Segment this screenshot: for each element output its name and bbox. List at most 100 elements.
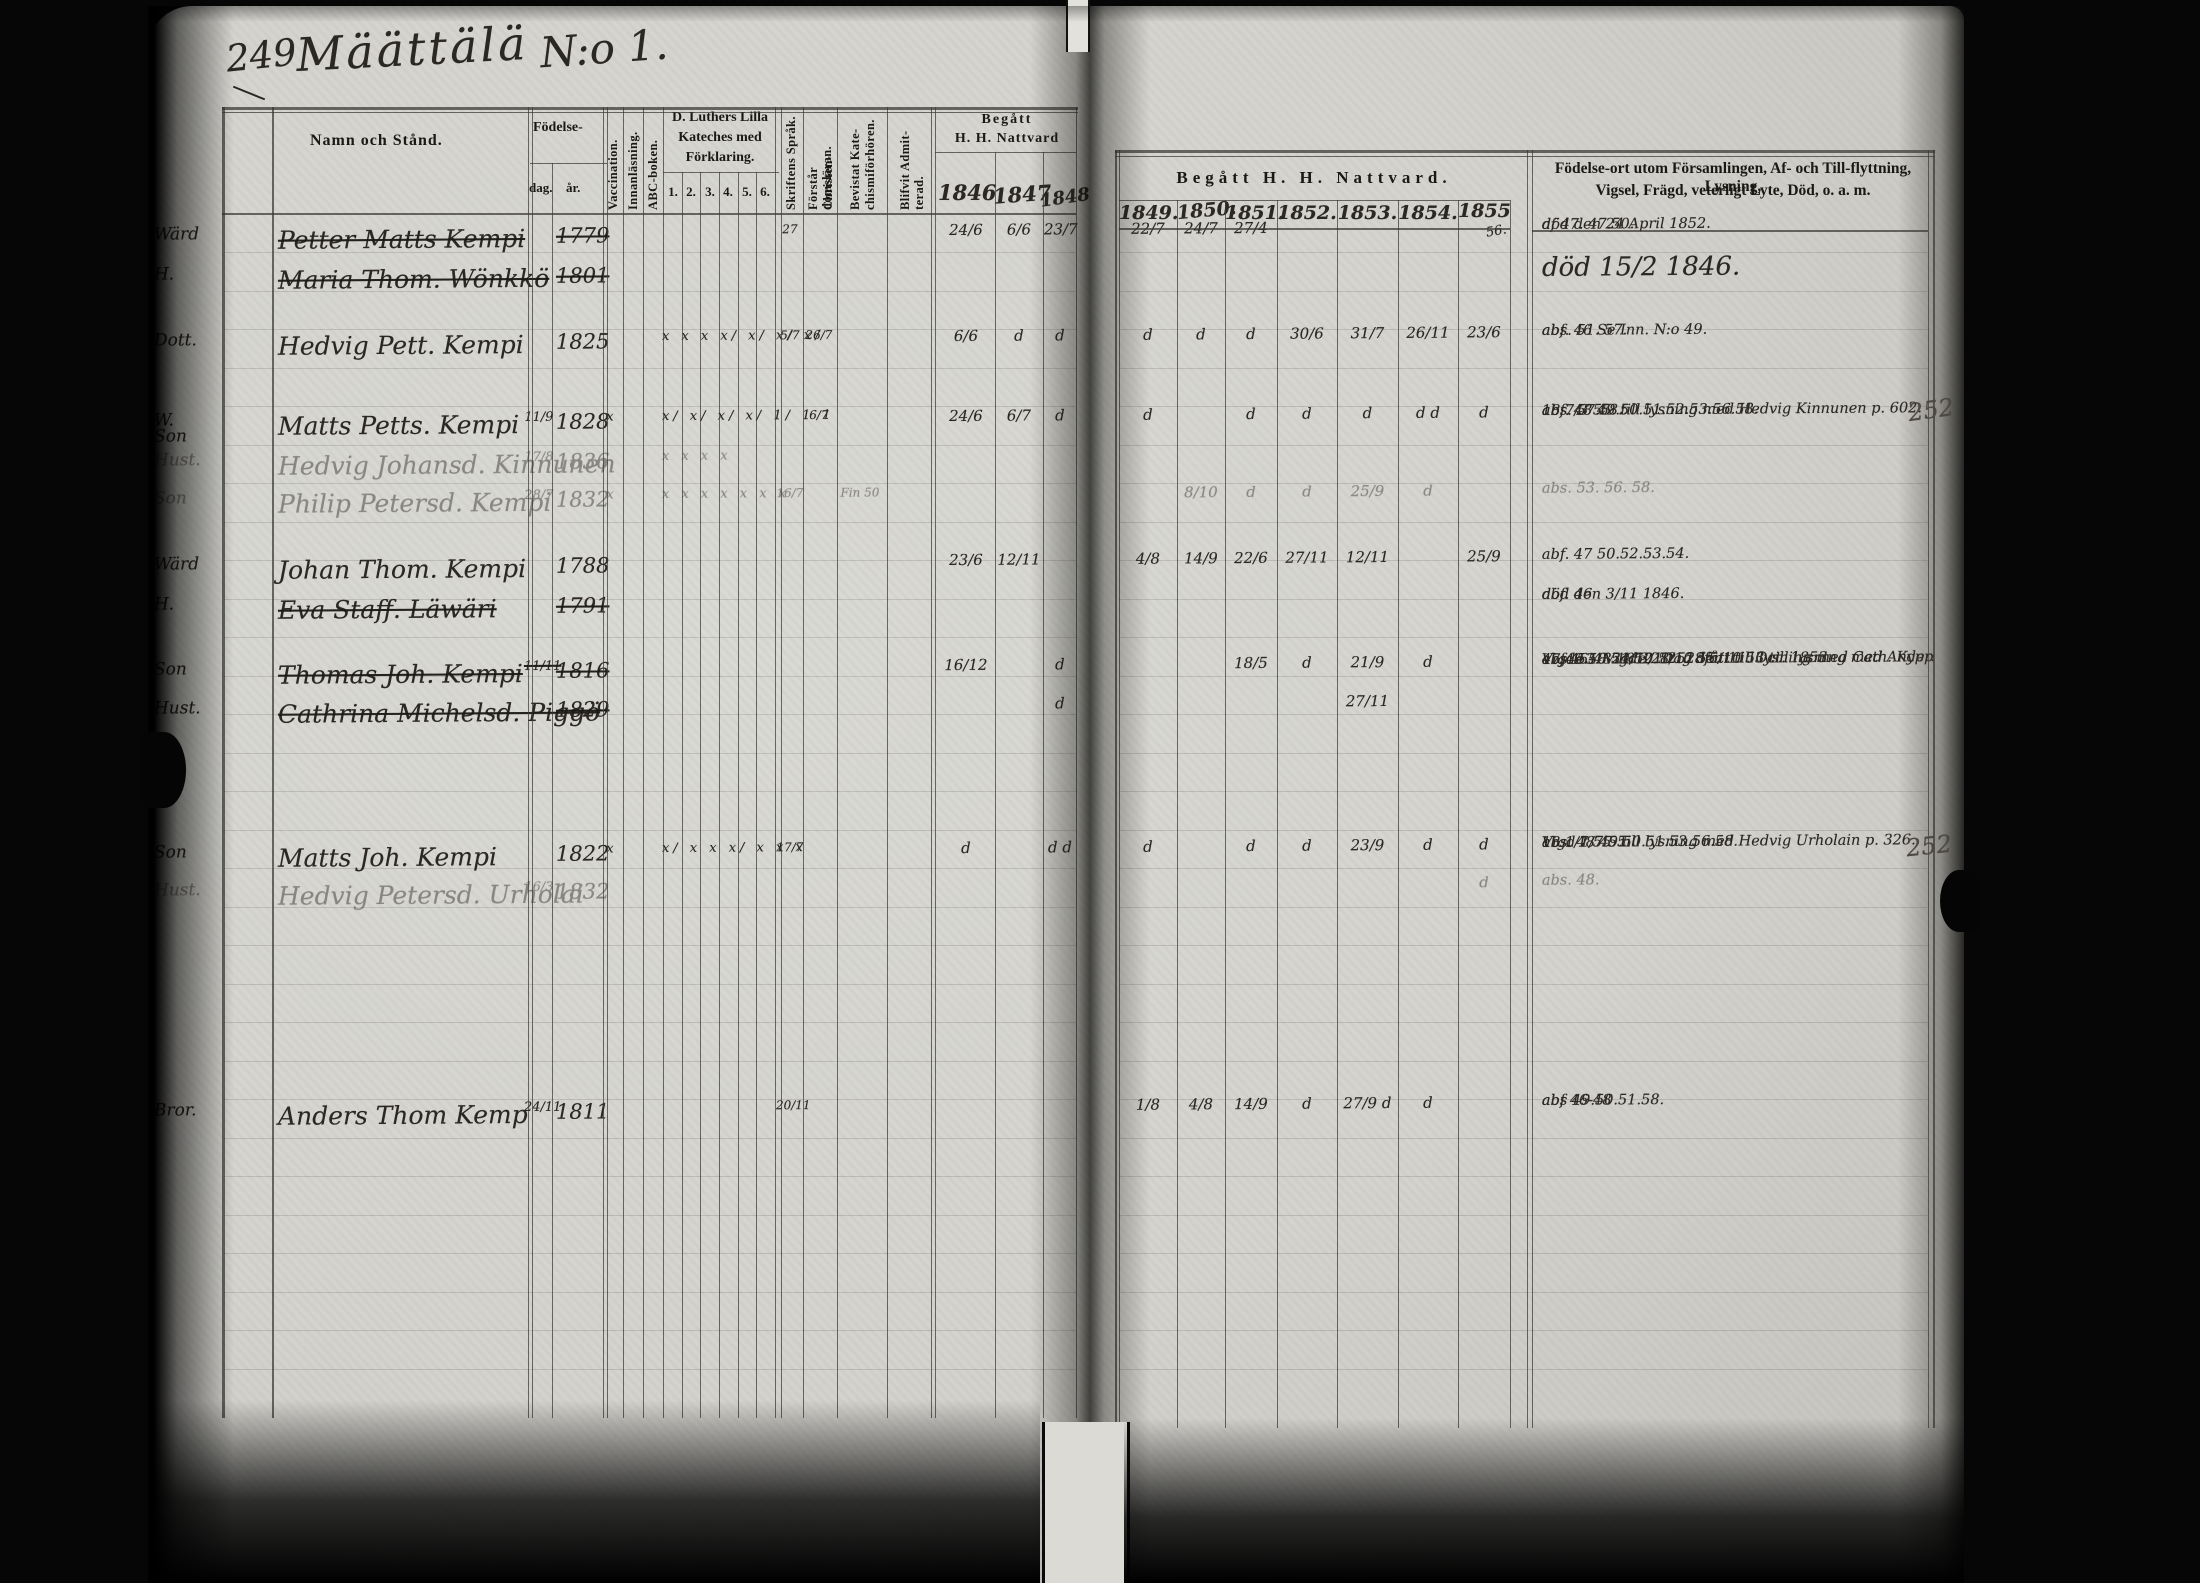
relation-label: Wärd xyxy=(153,554,200,575)
communion-mark-1855: d xyxy=(1479,873,1489,892)
communion-mark-1848: d d xyxy=(1047,838,1072,857)
remark-line: död 15/2 1846. xyxy=(1541,251,1741,283)
communion-mark-1846: d xyxy=(961,838,971,857)
ledger-ruled-line xyxy=(224,406,1076,407)
record-mark-katech: x x x x xyxy=(661,448,732,465)
ledger-ruled-line xyxy=(1119,560,1928,561)
relation-label: Hust. xyxy=(153,880,201,901)
col-header-abcboken: ABC-boken. xyxy=(646,139,660,210)
communion-mark-1853: 23/9 xyxy=(1350,836,1385,855)
ledger-ruled-line xyxy=(224,945,1076,946)
col-header-remarks-1: Födelse-ort utom Församlingen, Af- och T… xyxy=(1554,160,1912,195)
ledger-ruled-line xyxy=(224,329,1076,330)
record-mark-katech: x/ x/ x/ x/ 1/ 1 1 xyxy=(661,407,835,425)
person-name: Philip Petersd. Kempi xyxy=(277,487,552,519)
ledger-ruled-line xyxy=(1119,1292,1928,1293)
grid-vline xyxy=(222,107,225,1418)
grid-vline xyxy=(1398,200,1399,1428)
ledger-ruled-line xyxy=(224,522,1076,523)
communion-mark-1854: d xyxy=(1423,1093,1433,1112)
grid-vline xyxy=(682,172,683,1418)
ledger-ruled-line xyxy=(1119,599,1928,600)
col-header-kateches-no2: 2. xyxy=(686,184,696,199)
ledger-ruled-line xyxy=(224,1253,1076,1254)
ledger-ruled-line xyxy=(1119,868,1928,869)
ledger-ruled-line xyxy=(224,599,1076,600)
grid-vline xyxy=(837,107,838,1418)
scan-artifact-right-clip xyxy=(1940,870,1978,932)
communion-mark-1850: 4/8 xyxy=(1188,1095,1214,1114)
birth-year: 1829 xyxy=(555,697,610,722)
grid-hline xyxy=(222,213,1076,215)
grid-vline xyxy=(995,152,996,1418)
grid-vline xyxy=(1177,200,1178,1428)
ledger-ruled-line xyxy=(1119,1022,1928,1023)
col-header-dag: dag. xyxy=(529,180,553,195)
ledger-ruled-line xyxy=(1119,1099,1928,1100)
birth-year: 1801 xyxy=(555,263,610,288)
communion-mark-1852: d xyxy=(1302,404,1312,423)
ledger-ruled-line xyxy=(224,291,1076,292)
communion-mark-1846: 24/6 xyxy=(949,406,983,426)
grid-hline xyxy=(1119,228,1510,230)
col-header-bevistat-1: Bevistat Kate- xyxy=(848,128,862,210)
record-mark-forstar: 6/7 xyxy=(809,407,829,423)
grid-vline xyxy=(1532,150,1533,1428)
grid-vline xyxy=(1928,150,1929,1428)
relation-label: Hust. xyxy=(153,698,201,719)
ledger-ruled-line xyxy=(1119,1253,1928,1254)
col-header-kateches-1: D. Luthers Lilla xyxy=(671,110,769,125)
grid-vline xyxy=(1119,150,1120,1428)
communion-mark-1853: 31/7 xyxy=(1350,324,1385,343)
record-mark-katech: x x x x x x x xyxy=(661,486,791,503)
record-mark-vacc: x xyxy=(606,487,614,503)
col-header-bevistat-2: chismiförhören. xyxy=(863,119,877,210)
record-mark-katech: x x x x/ x/ x/ x/ xyxy=(661,327,824,345)
ledger-ruled-line xyxy=(224,676,1076,677)
communion-mark-1852: 30/6 xyxy=(1290,324,1324,343)
communion-mark-1855: 25/9 xyxy=(1467,547,1501,566)
remark-line: abs. 53. Vigde 28/10 55. xyxy=(1541,650,1721,668)
communion-mark-1848: d xyxy=(1055,694,1065,713)
birth-year: 1832 xyxy=(555,879,610,904)
col-header-fodelse: Födelse- xyxy=(533,120,583,135)
person-name: Hedvig Pett. Kempi xyxy=(277,330,524,361)
grid-vline xyxy=(607,107,608,1418)
person-name: Petter Matts Kempi xyxy=(277,224,526,255)
person-name: Johan Thom. Kempi xyxy=(277,554,527,585)
col-header-forstar-2: domsläran. xyxy=(820,145,834,210)
communion-mark-1846: 16/12 xyxy=(944,655,988,675)
ledger-ruled-line xyxy=(1119,753,1928,754)
grid-vline xyxy=(663,107,664,1418)
birth-year: 1836 xyxy=(555,449,610,474)
grid-vline xyxy=(781,107,782,1418)
col-header-begatt-right: Begått H. H. Nattvard. xyxy=(1176,168,1452,187)
grid-hline xyxy=(1119,200,1510,201)
grid-vline xyxy=(623,107,624,1418)
relation-label: H. xyxy=(153,264,175,285)
communion-mark-1850: d xyxy=(1196,325,1206,344)
communion-mark-1848: 23/7 xyxy=(1043,220,1078,239)
communion-mark-1847: 6/7 xyxy=(1006,406,1032,425)
communion-mark-1849: d xyxy=(1143,405,1153,424)
birth-year: 1825 xyxy=(555,329,610,354)
communion-mark-1852: d xyxy=(1302,836,1312,855)
relation-label: Wärd xyxy=(153,224,200,245)
year-label-1847: 1847 xyxy=(992,179,1053,209)
grid-hline xyxy=(1115,150,1935,153)
ledger-ruled-line xyxy=(1119,252,1928,253)
communion-mark-1846: 24/6 xyxy=(949,220,983,240)
col-header-kateches-no4: 4. xyxy=(723,184,733,199)
ledger-ruled-line xyxy=(1119,1215,1928,1216)
year-label-1846: 1846 xyxy=(938,180,997,205)
col-header-remarks-2: Vigsel, Frägd, veterligt Lyte, Död, o. a… xyxy=(1595,182,1871,199)
ledger-ruled-line xyxy=(224,483,1076,484)
communion-mark-1854: d xyxy=(1423,652,1433,671)
relation-label: Son xyxy=(153,659,187,680)
page-title-number: 249 xyxy=(223,30,299,81)
grid-vline xyxy=(552,163,553,1418)
grid-vline xyxy=(1510,200,1511,1428)
grid-vline xyxy=(887,107,888,1418)
communion-mark-1848: d xyxy=(1055,655,1065,674)
relation-label: W. Son xyxy=(153,410,187,447)
